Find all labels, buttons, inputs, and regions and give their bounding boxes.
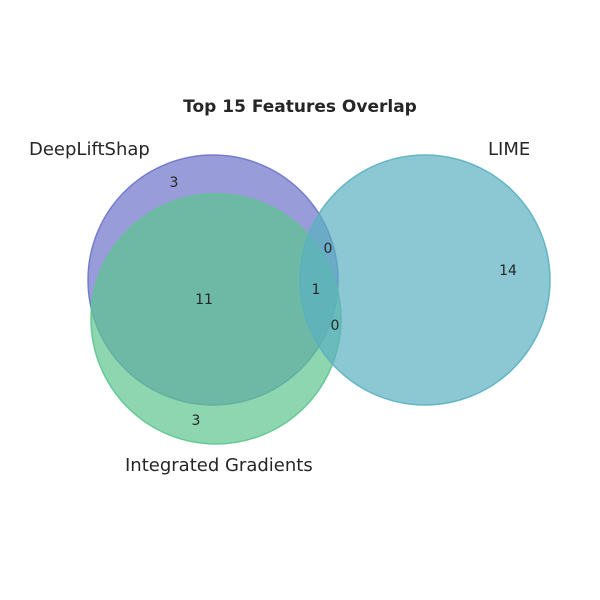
chart-title: Top 15 Features Overlap — [183, 97, 417, 117]
region-deepliftshap-lime: 0 — [323, 241, 333, 257]
region-deepliftshap-only: 3 — [169, 175, 179, 191]
region-integrated-gradients-only: 3 — [191, 413, 201, 429]
set-label-lime: LIME — [488, 139, 531, 160]
lime-circle — [299, 154, 551, 406]
set-label-deepliftshap: DeepLiftShap — [29, 139, 150, 160]
region-lime-integrated-gradients: 0 — [330, 318, 340, 334]
region-lime-only: 14 — [499, 263, 517, 279]
integrated-gradients-circle — [90, 193, 342, 445]
region-deepliftshap-integrated-gradients: 11 — [195, 292, 213, 308]
set-label-integrated-gradients: Integrated Gradients — [125, 455, 313, 476]
region-all-three: 1 — [311, 282, 321, 298]
